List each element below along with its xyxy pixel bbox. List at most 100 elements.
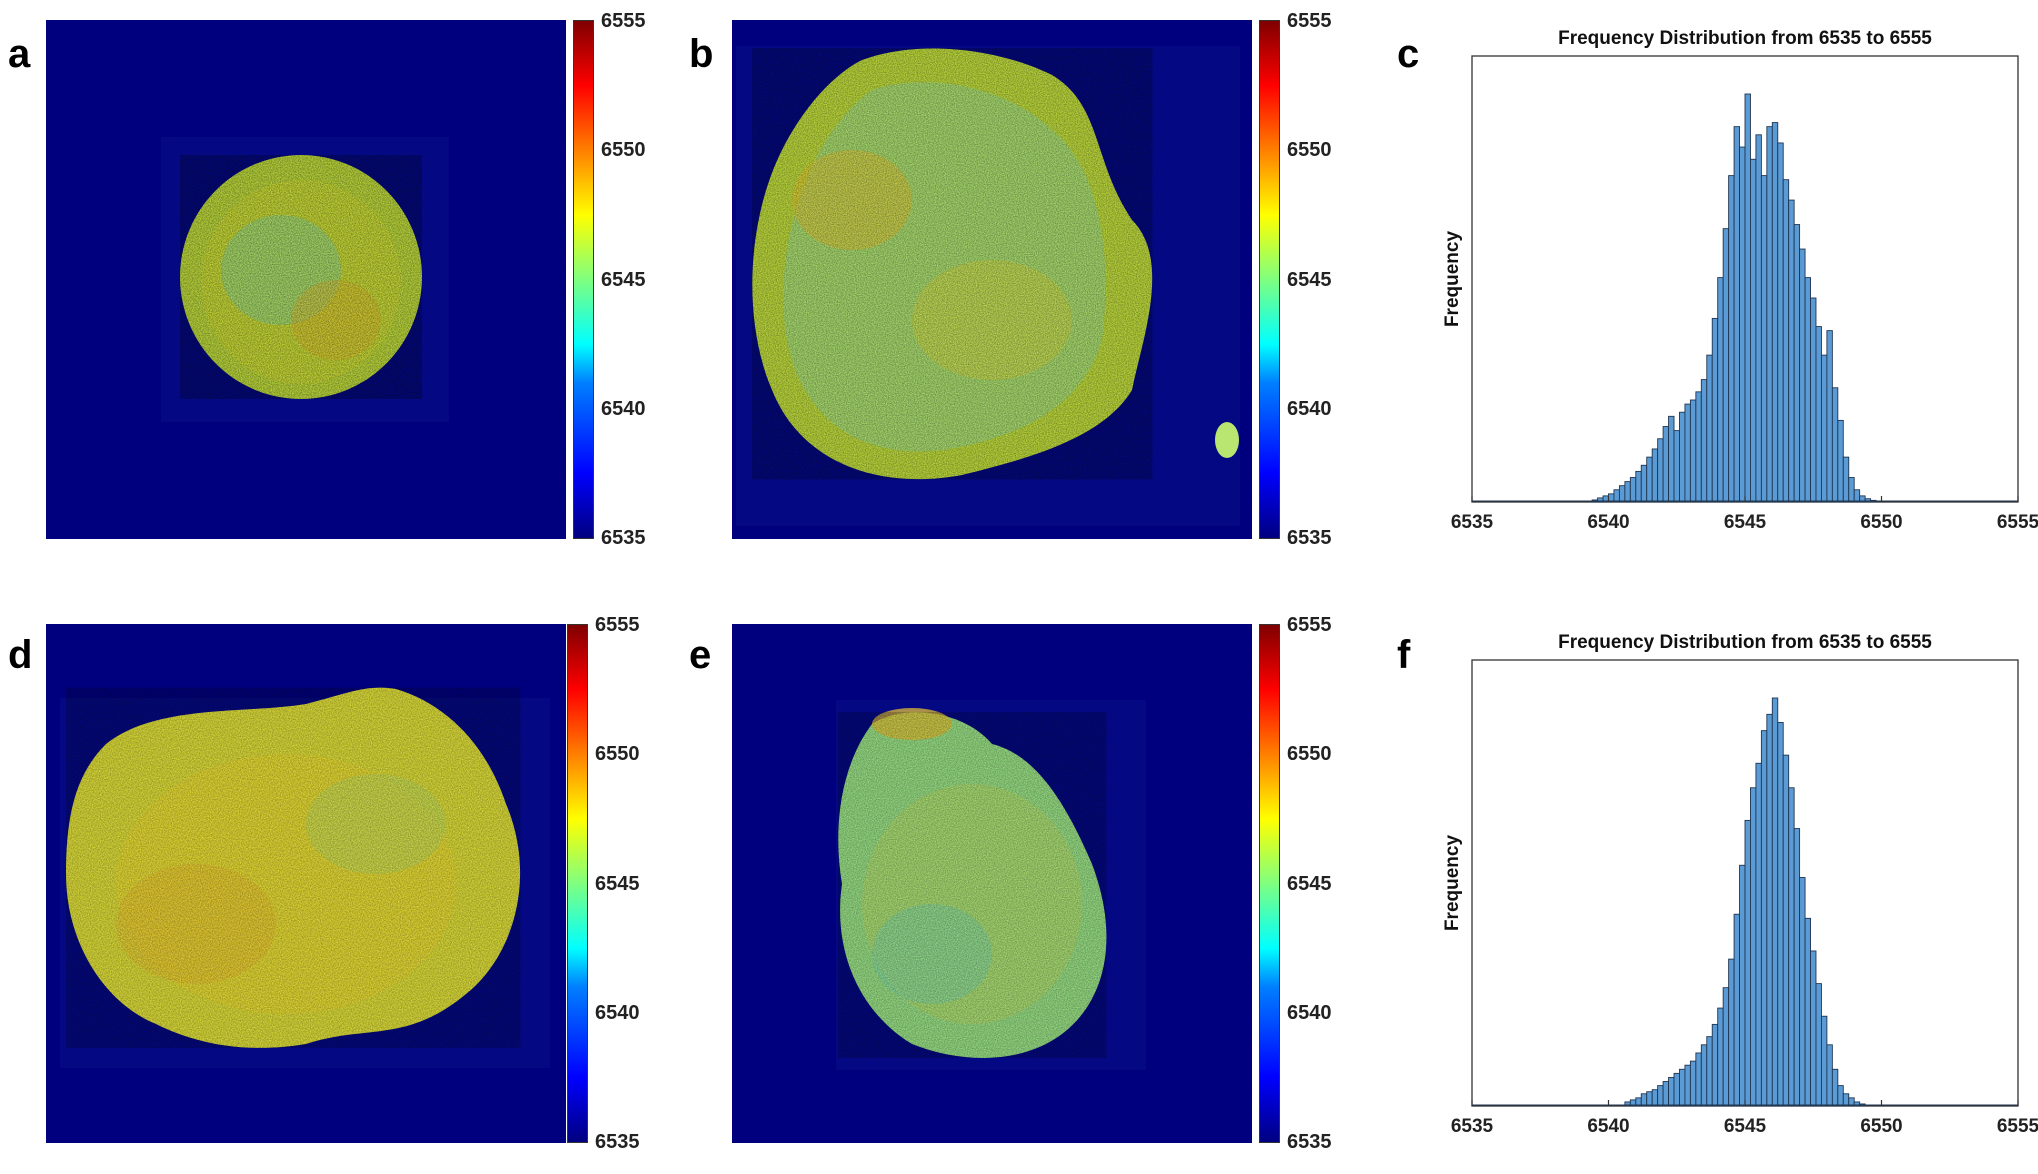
histogram-bar [1820, 1015, 1828, 1107]
colorbar-b-tick: 6535 [1287, 527, 1332, 549]
histogram-bar [1864, 498, 1872, 503]
histogram-bar [1689, 1060, 1697, 1107]
histogram-bar [1722, 228, 1730, 503]
x-tick-label: 6555 [1997, 512, 2038, 533]
histogram-bar [1657, 438, 1664, 503]
histogram-bar [1673, 1072, 1680, 1107]
histogram-bar [1700, 1044, 1708, 1107]
histogram-bar [1799, 248, 1806, 503]
y-axis-label: Frequency [1442, 835, 1463, 932]
histogram-bar [1793, 828, 1801, 1107]
histogram-bar [1853, 489, 1861, 503]
colorbar-a-tick: 6545 [601, 268, 646, 291]
histogram-bar [1739, 864, 1746, 1107]
histogram-bar [1831, 387, 1839, 503]
histogram-title: Frequency Distribution from 6535 to 6555 [1558, 28, 1932, 49]
colorbar-a-tick: 6550 [601, 139, 646, 162]
panel-label-b: b [689, 32, 714, 76]
histogram-bar [1744, 93, 1751, 503]
heatmap-a [46, 20, 566, 539]
histogram-bar [1624, 481, 1631, 503]
histogram-bar [1777, 722, 1784, 1107]
histogram-bar [1684, 1064, 1691, 1107]
histogram-bar [1739, 146, 1746, 503]
histogram-bar [1668, 1076, 1675, 1107]
histogram-bar [1744, 819, 1751, 1107]
histogram-bar [1679, 1068, 1686, 1107]
histogram-bar [1826, 1044, 1833, 1107]
x-tick-label: 6545 [1724, 512, 1767, 533]
colorbar-e-tick: 6535 [1287, 1131, 1332, 1153]
histogram-bar [1788, 787, 1795, 1107]
histogram-bar [1640, 1093, 1648, 1107]
colorbar-e-tick: 6555 [1287, 614, 1332, 636]
histogram-bar [1750, 158, 1757, 503]
histogram-bar [1815, 326, 1822, 503]
x-tick-label: 6550 [1860, 512, 1902, 533]
histogram-bar [1618, 485, 1626, 503]
histogram-bar [1717, 1007, 1724, 1107]
colorbar-b-tick: 6555 [1287, 10, 1332, 32]
colorbar-e-tick: 6550 [1287, 743, 1332, 766]
histogram-bar [1766, 126, 1773, 503]
histogram-bar [1629, 477, 1637, 503]
colorbar-d-tick: 6545 [595, 872, 640, 895]
histogram-bar [1733, 913, 1740, 1107]
histogram-f: Frequency Distribution from 6535 to 6555… [1420, 624, 2038, 1144]
colorbar-d-tick: 6555 [595, 614, 640, 636]
histogram-bar [1689, 399, 1697, 503]
histogram-bar [1826, 330, 1833, 503]
histogram-bar [1804, 277, 1811, 503]
histogram-bar [1777, 142, 1784, 503]
histogram-bar [1810, 950, 1817, 1107]
histogram-bar [1695, 391, 1702, 503]
histogram-bar [1706, 354, 1713, 503]
histogram-bar [1673, 430, 1680, 503]
histogram-bar [1820, 354, 1828, 503]
histogram-bar [1684, 403, 1691, 503]
colorbar-e [1259, 624, 1280, 1143]
histogram-bar [1613, 489, 1620, 503]
histogram-bar [1651, 448, 1659, 503]
histogram-bar [1793, 224, 1801, 503]
heatmap-b [732, 20, 1252, 539]
histogram-bar [1755, 762, 1762, 1107]
histogram-bar [1782, 179, 1790, 503]
histogram-bar [1662, 1081, 1670, 1107]
colorbar-b [1259, 20, 1280, 539]
histogram-bar [1837, 419, 1844, 503]
histogram-bar [1760, 730, 1768, 1107]
x-tick-label: 6550 [1860, 1116, 1902, 1137]
histogram-bar [1760, 175, 1768, 503]
panel-label-f: f [1397, 633, 1411, 677]
histogram-bar [1700, 379, 1708, 503]
panel-label-a: a [8, 32, 31, 76]
colorbar-b-tick: 6545 [1287, 268, 1332, 291]
histogram-bar [1804, 917, 1811, 1107]
histogram-bar [1646, 456, 1653, 503]
colorbar-a [573, 20, 594, 539]
histogram-bar [1635, 470, 1642, 503]
histogram-bar [1640, 464, 1648, 503]
colorbar-a-tick: 6540 [601, 397, 646, 420]
colorbar-d-tick: 6540 [595, 1001, 640, 1024]
x-tick-label: 6535 [1451, 1116, 1494, 1137]
histogram-bar [1706, 1036, 1713, 1107]
histogram-bar [1657, 1085, 1664, 1107]
colorbar-a-tick: 6555 [601, 10, 646, 32]
histogram-bar [1755, 134, 1762, 503]
x-tick-label: 6540 [1587, 512, 1629, 533]
panel-label-d: d [8, 633, 33, 677]
histogram-bar [1799, 877, 1806, 1107]
histogram-bar [1810, 297, 1817, 503]
colorbar-d [567, 624, 588, 1143]
colorbar-d-tick: 6550 [595, 743, 640, 766]
y-axis-label: Frequency [1442, 231, 1463, 328]
histogram-bar [1711, 317, 1719, 503]
panel-label-c: c [1397, 32, 1420, 76]
histogram-bar [1842, 1093, 1850, 1107]
histogram-bar [1815, 983, 1822, 1107]
histogram-c: Frequency Distribution from 6535 to 6555… [1420, 20, 2038, 540]
colorbar-b-tick: 6540 [1287, 397, 1332, 420]
colorbar-d-tick: 6535 [595, 1131, 640, 1153]
